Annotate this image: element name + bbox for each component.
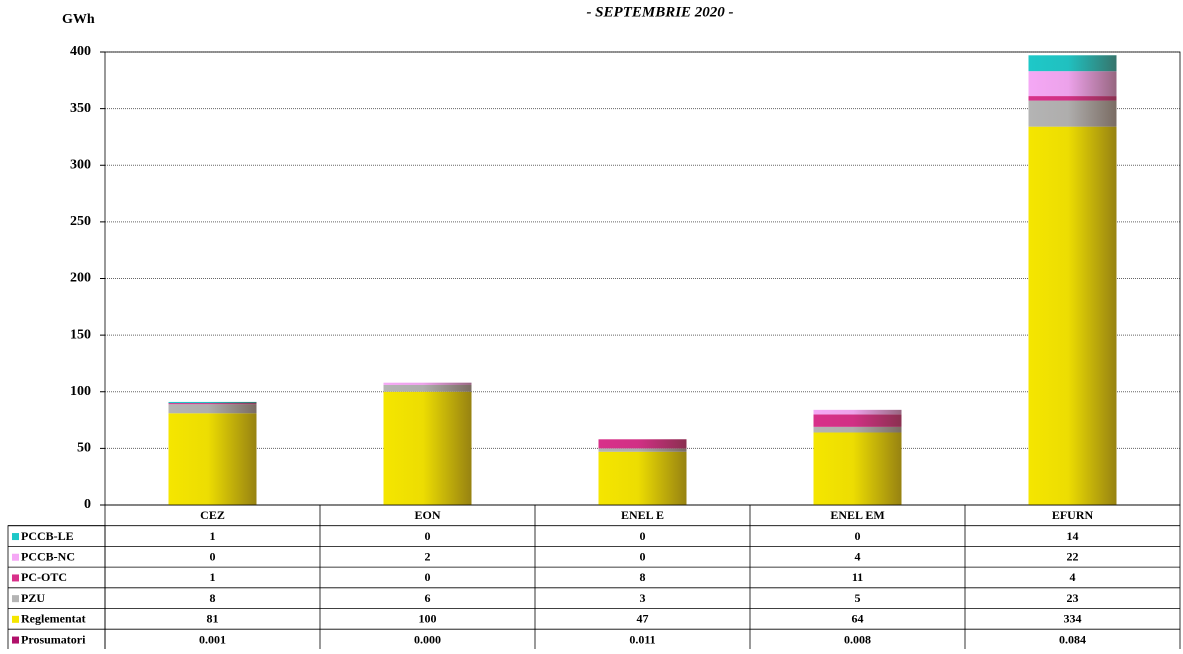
legend-label: PC-OTC: [21, 570, 67, 584]
table-value: 1: [210, 529, 216, 543]
table-value: 5: [855, 591, 861, 605]
legend-key: [12, 616, 19, 623]
bar-shade: [1029, 55, 1117, 71]
table-value: 14: [1067, 529, 1079, 543]
legend-key: [12, 595, 19, 602]
bar-shade: [814, 414, 902, 426]
table-value: 0: [210, 550, 216, 564]
y-tick-label: 100: [70, 384, 91, 399]
bar-shade: [1029, 101, 1117, 127]
table-value: 334: [1064, 612, 1082, 626]
x-tick-label: CEZ: [200, 508, 225, 522]
legend-key: [12, 574, 19, 581]
y-tick-label: 150: [70, 327, 91, 342]
table-value: 0.011: [629, 632, 655, 646]
table-value: 0: [640, 550, 646, 564]
y-tick-label: 250: [70, 214, 91, 229]
table-value: 0.084: [1059, 632, 1086, 646]
table-value: 2: [425, 550, 431, 564]
y-tick-label: 0: [84, 497, 91, 512]
bar-shade: [1029, 71, 1117, 96]
table-value: 0: [640, 529, 646, 543]
y-tick-label: 200: [70, 271, 91, 286]
table-value: 8: [640, 570, 646, 584]
bar-shade: [599, 439, 687, 448]
chart-subtitle: - SEPTEMBRIE 2020 -: [586, 4, 733, 20]
bar-shade: [384, 385, 472, 392]
table-value: 6: [425, 591, 431, 605]
table-value: 23: [1067, 591, 1079, 605]
table-value: 47: [637, 612, 649, 626]
table-value: 8: [210, 591, 216, 605]
table-value: 0: [425, 529, 431, 543]
table-value: 3: [640, 591, 646, 605]
legend-label: PZU: [21, 591, 45, 605]
table-value: 11: [852, 570, 863, 584]
bar-shade: [814, 433, 902, 505]
table-frame: [8, 526, 105, 649]
table-value: 0: [855, 529, 861, 543]
table-value: 4: [855, 550, 861, 564]
y-tick-label: 300: [70, 157, 91, 172]
bar-shade: [169, 404, 257, 413]
legend-key: [12, 554, 19, 561]
bar-shade: [1029, 127, 1117, 505]
table-value: 1: [210, 570, 216, 584]
table-value: 0.008: [844, 632, 871, 646]
table-value: 81: [207, 612, 219, 626]
bar-shade: [384, 392, 472, 505]
x-tick-label: ENEL EM: [830, 508, 884, 522]
table-value: 64: [852, 612, 864, 626]
legend-label: PCCB-NC: [21, 550, 75, 564]
x-tick-label: ENEL E: [621, 508, 664, 522]
legend-label: Reglementat: [21, 612, 86, 626]
legend-key: [12, 637, 19, 644]
legend-label: Prosumatori: [21, 632, 86, 646]
bar-shade: [1029, 96, 1117, 101]
bar-shade: [599, 452, 687, 505]
table-value: 100: [419, 612, 437, 626]
y-tick-label: 50: [77, 441, 91, 456]
bar-shade: [814, 410, 902, 415]
bar-shade: [169, 413, 257, 505]
legend-label: PCCB-LE: [21, 529, 74, 543]
bar-shade: [814, 427, 902, 433]
table-value: 22: [1067, 550, 1079, 564]
bar-shade: [384, 383, 472, 385]
y-tick-label: 350: [70, 101, 91, 116]
bar-shade: [599, 448, 687, 451]
table-value: 4: [1070, 570, 1076, 584]
table-value: 0: [425, 570, 431, 584]
table-value: 0.001: [199, 632, 226, 646]
y-axis-label: GWh: [62, 12, 95, 27]
plot-frame: [105, 52, 1180, 505]
bar-shade: [169, 402, 257, 403]
legend-key: [12, 533, 19, 540]
bar-shade: [169, 403, 257, 404]
x-tick-label: EFURN: [1052, 508, 1094, 522]
y-tick-label: 400: [70, 44, 91, 59]
table-value: 0.000: [414, 632, 441, 646]
x-tick-label: EON: [414, 508, 440, 522]
